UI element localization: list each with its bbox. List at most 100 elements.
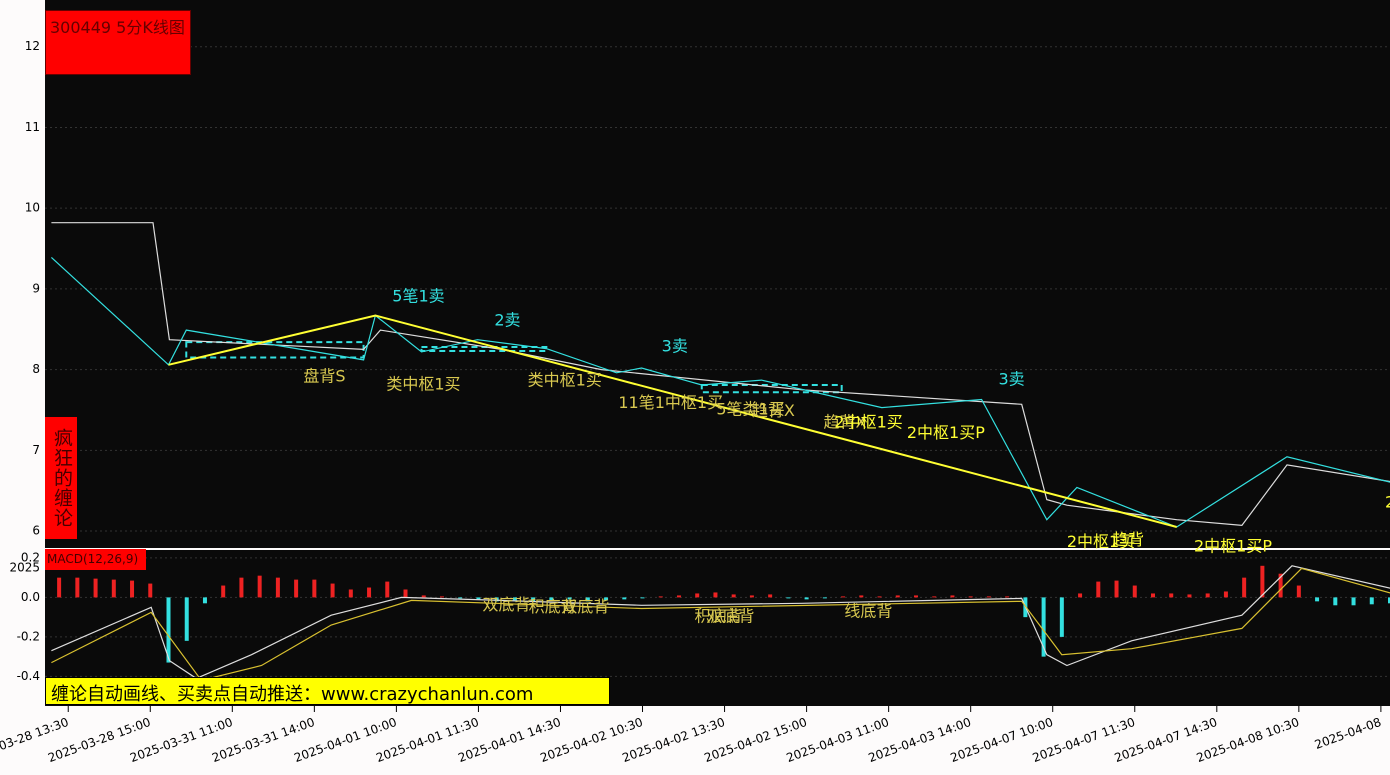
macd-bar — [184, 597, 189, 641]
series-line — [51, 565, 1390, 680]
annotation: 积底背 — [529, 597, 577, 616]
macd-bar — [913, 595, 918, 598]
y-tick-label: -0.2 — [17, 629, 40, 643]
annotation: 2卖 — [494, 311, 520, 330]
macd-bar — [531, 597, 536, 602]
annotation: 双底背 — [706, 607, 754, 626]
macd-bar — [1388, 597, 1390, 604]
macd-bar — [257, 575, 262, 598]
macd-bar — [1078, 593, 1083, 598]
y-tick-label: 0.0 — [21, 590, 40, 604]
macd-bar — [93, 578, 98, 598]
macd-bar — [567, 597, 572, 600]
macd-bar — [658, 596, 663, 598]
macd-bar — [968, 596, 973, 598]
macd-bar — [75, 577, 80, 598]
macd-bar — [1096, 581, 1101, 598]
y-tick-label: 7 — [32, 443, 40, 457]
panel-background — [45, 0, 1390, 548]
annotation: 趋背X — [752, 401, 795, 420]
macd-bar — [275, 577, 280, 598]
macd-bar — [749, 595, 754, 598]
y-tick-label: 9 — [32, 281, 40, 295]
macd-bar — [895, 595, 900, 598]
annotation: 5笔1卖 — [392, 286, 444, 305]
macd-bar — [786, 597, 791, 599]
x-tick-label: 2025-04-08 — [1313, 715, 1383, 752]
macd-bar — [1205, 593, 1210, 598]
macd-bar — [932, 596, 937, 598]
macd-bar — [950, 595, 955, 598]
macd-title: MACD(12,26,9) — [45, 549, 146, 570]
macd-bar — [585, 597, 590, 602]
macd-bar — [1278, 573, 1283, 598]
annotation: 积底背 — [694, 607, 742, 626]
macd-bar — [1059, 597, 1064, 637]
macd-bar — [57, 577, 62, 598]
annotation: 趋背 — [1112, 530, 1144, 549]
macd-bar — [330, 583, 335, 598]
annotation: 趋背X — [823, 412, 866, 431]
macd-bar — [148, 583, 153, 598]
annotation: 2中枢1买P — [1194, 537, 1272, 556]
side-label: 疯狂的缠论 — [45, 417, 77, 539]
macd-bar — [1369, 597, 1374, 605]
annotation: 线底背 — [844, 602, 892, 621]
macd-bar — [312, 579, 317, 598]
banner: 缠论自动画线、买卖点自动推送：www.crazychanlun.com — [45, 677, 610, 705]
macd-bar — [348, 589, 353, 598]
macd-bar — [458, 597, 463, 599]
macd-bar — [695, 593, 700, 598]
macd-bar — [768, 594, 773, 598]
macd-bar — [1296, 585, 1301, 598]
macd-bar — [1260, 565, 1265, 598]
macd-bar — [1005, 596, 1010, 598]
macd-bar — [439, 596, 444, 598]
macd-bar — [1187, 594, 1192, 598]
macd-bar — [385, 581, 390, 598]
annotation: 3卖 — [998, 370, 1024, 389]
annotation: 5笔类1买 — [716, 399, 784, 418]
macd-bar — [111, 579, 116, 598]
macd-bar — [804, 597, 809, 600]
chart-title: 300449 5分K线图 — [45, 10, 191, 75]
macd-bar — [1041, 597, 1046, 657]
annotation: 11笔1中枢1买 — [618, 393, 723, 412]
macd-bar — [221, 585, 226, 598]
macd-bar — [1223, 591, 1228, 598]
macd-bar — [986, 596, 991, 598]
annotation: 2中枢1买P — [907, 423, 985, 442]
macd-bar — [549, 597, 554, 601]
macd-bar — [202, 597, 207, 604]
macd-bar — [494, 597, 499, 602]
macd-bar — [1169, 593, 1174, 598]
macd-bar — [130, 580, 135, 598]
annotation: 双底背 — [483, 595, 531, 614]
macd-bar — [294, 579, 299, 598]
macd-bar — [859, 595, 864, 598]
series-line — [50, 256, 1390, 528]
macd-bar — [640, 597, 645, 599]
y-tick-label: 12 — [25, 39, 40, 53]
annotation: 类中枢1买 — [386, 374, 460, 393]
y-tick-label: 6 — [32, 524, 40, 538]
macd-bar — [1333, 597, 1338, 606]
stray-label: 2025 — [9, 561, 40, 575]
macd-bar — [1150, 593, 1155, 598]
y-tick-label: -0.4 — [17, 669, 40, 683]
annotation: 2 — [1385, 492, 1390, 511]
annotation: 盘背S — [303, 366, 345, 385]
macd-bar — [1132, 585, 1137, 598]
macd-bar — [367, 587, 372, 598]
annotation: 2中枢1买 — [1067, 532, 1135, 551]
macd-bar — [1315, 597, 1320, 602]
macd-bar — [403, 589, 408, 598]
macd-bar — [1114, 580, 1119, 598]
annotation: 3卖 — [662, 337, 688, 356]
macd-bar — [877, 596, 882, 598]
y-tick-label: 10 — [25, 201, 40, 215]
y-tick-label: 0.2 — [21, 550, 40, 564]
y-tick-label: 11 — [25, 120, 40, 134]
